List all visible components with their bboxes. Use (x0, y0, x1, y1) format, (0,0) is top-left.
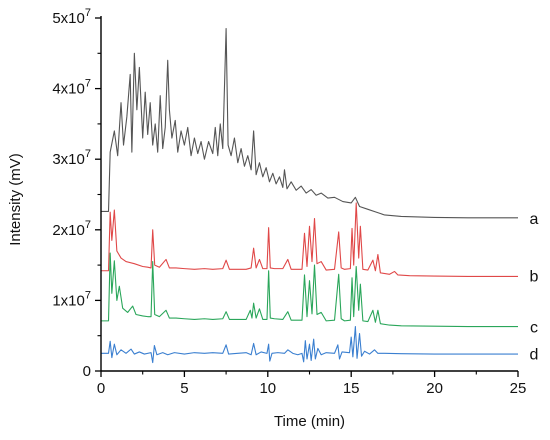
series-label-d: d (530, 346, 539, 363)
series-layer (101, 28, 518, 364)
x-tick-label: 5 (180, 380, 188, 397)
y-tick-label: 3x107 (52, 148, 91, 168)
series-line-d (101, 325, 518, 364)
x-axis-title: Time (min) (274, 413, 345, 430)
y-axis-title: Intensity (mV) (7, 153, 24, 246)
series-label-c: c (530, 320, 538, 337)
ticks-layer: 0 5 10 15 20 25 0 1x107 2x107 3x107 4x107 5x107 (52, 7, 526, 397)
series-labels-layer: a b cd (530, 211, 539, 364)
y-tick-label: 0 (83, 363, 91, 380)
axes-layer (100, 16, 518, 372)
series-label-b: b (530, 269, 539, 286)
series-line-b (101, 202, 518, 277)
x-tick-label: 10 (259, 380, 276, 397)
series-label-a: a (530, 211, 539, 228)
y-tick-label: 4x107 (52, 78, 91, 98)
x-tick-label: 20 (426, 380, 443, 397)
series-line-a (101, 28, 518, 219)
x-tick-label: 25 (510, 380, 527, 397)
x-tick-label: 0 (97, 380, 105, 397)
y-tick-label: 2x107 (52, 219, 91, 239)
series-line-c (101, 252, 518, 328)
x-tick-label: 15 (343, 380, 360, 397)
y-tick-label: 1x107 (52, 289, 91, 309)
y-tick-label: 5x107 (52, 7, 91, 27)
